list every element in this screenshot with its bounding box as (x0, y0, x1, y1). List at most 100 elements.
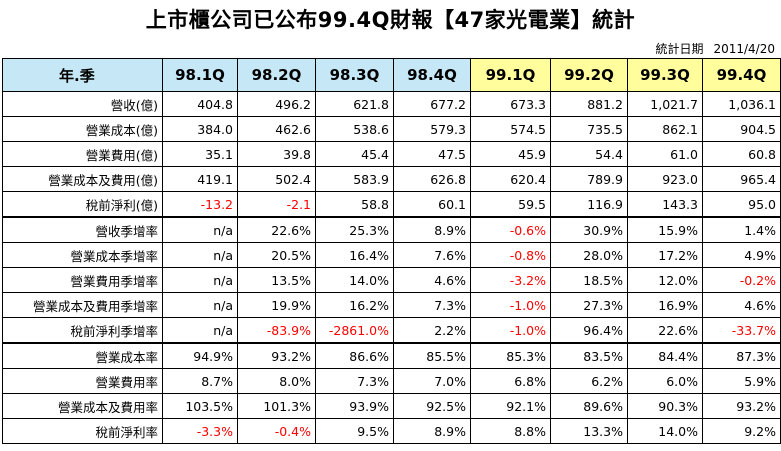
table-cell: 45.9 (470, 141, 551, 167)
table-cell: n/a (162, 216, 238, 243)
table-cell: -2861.0% (315, 317, 394, 344)
table-cell: 621.8 (315, 91, 394, 117)
table-cell: 677.2 (393, 91, 471, 117)
table-cell: 35.1 (162, 141, 238, 167)
table-cell: 904.5 (702, 116, 781, 142)
header-quarter: 99.1Q (470, 58, 551, 92)
table-cell: 7.3% (393, 292, 471, 318)
table-cell: 83.5% (550, 342, 628, 369)
table-cell: 45.4 (315, 141, 394, 167)
table-cell: 735.5 (550, 116, 628, 142)
table-cell: 6.8% (470, 368, 551, 394)
table-cell: 143.3 (627, 191, 703, 218)
table-row: 稅前淨利季增率 n/a -83.9% -2861.0% 2.2% -1.0% 96.4% 22… (2, 317, 781, 344)
header-quarter: 98.4Q (393, 58, 471, 92)
table-cell: 87.3% (702, 342, 781, 369)
table-cell: 13.3% (550, 418, 628, 444)
table-cell: 1,036.1 (702, 91, 781, 117)
table-cell: 17.2% (627, 242, 703, 268)
stat-date-value: 2011/4/20 (713, 42, 775, 56)
row-label: 營業費用率 (2, 368, 163, 394)
row-label: 營業成本季增率 (2, 242, 163, 268)
table-cell: -3.2% (470, 267, 551, 293)
table-row: 營業成本及費用(億) 419.1 502.4 583.9 626.8 620.4 789.9… (2, 166, 781, 192)
table-cell: 1,021.7 (627, 91, 703, 117)
table-cell: 89.6% (550, 393, 628, 419)
table-cell: 13.5% (237, 267, 316, 293)
table-row: 營業成本及費用率 103.5% 101.3% 93.9% 92.5% 92.1% 89.6%… (2, 393, 781, 419)
table-cell: -0.2% (702, 267, 781, 293)
table-cell: -0.8% (470, 242, 551, 268)
table-cell: 93.9% (315, 393, 394, 419)
table-cell: -33.7% (702, 317, 781, 344)
table-cell: n/a (162, 267, 238, 293)
table-cell: 789.9 (550, 166, 628, 192)
header-quarter: 99.4Q (702, 58, 781, 92)
table-cell: -83.9% (237, 317, 316, 344)
table-cell: 96.4% (550, 317, 628, 344)
table-cell: -2.1 (237, 191, 316, 218)
table-cell: 2.2% (393, 317, 471, 344)
table-row: 營收(億) 404.8 496.2 621.8 677.2 673.3 881.2 1,021… (2, 91, 781, 117)
table-cell: n/a (162, 292, 238, 318)
table-cell: 14.0% (627, 418, 703, 444)
table-cell: 28.0% (550, 242, 628, 268)
table-cell: 90.3% (627, 393, 703, 419)
table-cell: 16.2% (315, 292, 394, 318)
table-cell: 7.0% (393, 368, 471, 394)
table-cell: n/a (162, 317, 238, 344)
row-label: 營業費用(億) (2, 141, 163, 167)
table-cell: 12.0% (627, 267, 703, 293)
table-cell: 502.4 (237, 166, 316, 192)
table-cell: -1.0% (470, 292, 551, 318)
row-label: 營收季增率 (2, 216, 163, 243)
table-row: 營業成本(億) 384.0 462.6 538.6 579.3 574.5 735.5 862… (2, 116, 781, 142)
table-cell: 8.0% (237, 368, 316, 394)
table-cell: 14.0% (315, 267, 394, 293)
header-label: 年.季 (2, 58, 163, 92)
header-quarter: 99.3Q (627, 58, 703, 92)
table-row: 稅前淨利(億) -13.2 -2.1 58.8 60.1 59.5 116.9 143.3 95… (2, 191, 781, 218)
table-cell: 404.8 (162, 91, 238, 117)
row-label: 稅前淨利季增率 (2, 317, 163, 344)
table-cell: 8.9% (393, 216, 471, 243)
table-cell: 7.6% (393, 242, 471, 268)
table-cell: 61.0 (627, 141, 703, 167)
page-title: 上市櫃公司已公布99.4Q財報【47家光電業】統計 (145, 8, 636, 32)
stat-date: 統計日期 2011/4/20 (655, 40, 775, 57)
table-cell: 47.5 (393, 141, 471, 167)
table-cell: 20.5% (237, 242, 316, 268)
row-label: 營業成本及費用(億) (2, 166, 163, 192)
table-cell: 16.4% (315, 242, 394, 268)
table-cell: 384.0 (162, 116, 238, 142)
table-row: 營業成本率 94.9% 93.2% 86.6% 85.5% 85.3% 83.5% 84.4%… (2, 342, 781, 369)
stat-date-label: 統計日期 (655, 42, 704, 56)
table-cell: 85.5% (393, 342, 471, 369)
table-cell: 6.0% (627, 368, 703, 394)
table-cell: 95.0 (702, 191, 781, 218)
row-label: 營業成本及費用季增率 (2, 292, 163, 318)
table-cell: 6.2% (550, 368, 628, 394)
table-cell: 84.4% (627, 342, 703, 369)
table-row: 營業費用率 8.7% 8.0% 7.3% 7.0% 6.8% 6.2% 6.0% 5.9% (2, 368, 781, 394)
table-cell: 27.3% (550, 292, 628, 318)
table-cell: 59.5 (470, 191, 551, 218)
table-cell: 93.2% (237, 342, 316, 369)
financial-table: 年.季 98.1Q 98.2Q 98.3Q 98.4Q 99.1Q 99.2Q … (2, 58, 781, 444)
header-quarter: 99.2Q (550, 58, 628, 92)
table-cell: 673.3 (470, 91, 551, 117)
table-cell: 58.8 (315, 191, 394, 218)
table-cell: 9.5% (315, 418, 394, 444)
table-cell: -13.2 (162, 191, 238, 218)
table-cell: 60.8 (702, 141, 781, 167)
table-cell: -3.3% (162, 418, 238, 444)
table-cell: 18.5% (550, 267, 628, 293)
row-label: 營業費用季增率 (2, 267, 163, 293)
table-cell: 1.4% (702, 216, 781, 243)
table-cell: -0.6% (470, 216, 551, 243)
row-label: 稅前淨利率 (2, 418, 163, 444)
table-cell: 881.2 (550, 91, 628, 117)
table-row: 營業費用季增率 n/a 13.5% 14.0% 4.6% -3.2% 18.5% 12.0% -… (2, 267, 781, 293)
table-cell: 626.8 (393, 166, 471, 192)
